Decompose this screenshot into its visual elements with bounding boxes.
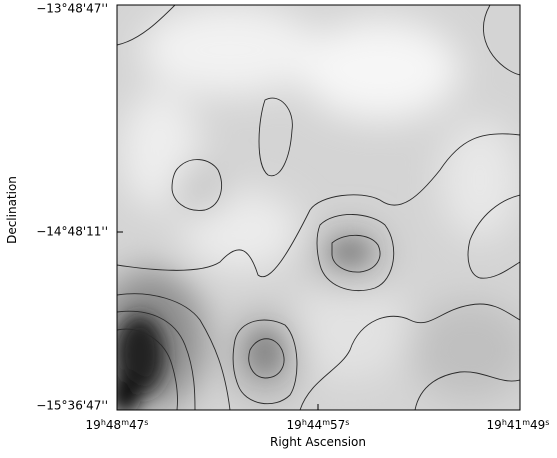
sky-image [117, 5, 520, 410]
unit-superscript: s [545, 418, 549, 427]
tick-number: 49 [530, 418, 545, 432]
tick-number: 41 [507, 418, 522, 432]
tick-number: 57 [330, 418, 345, 432]
tick-number: 47 [129, 418, 144, 432]
unit-superscript: m [322, 418, 330, 427]
axis-ticks [117, 231, 319, 410]
unit-superscript: h [101, 418, 106, 427]
y-tick-label: −13°48'47'' [36, 2, 108, 16]
unit-superscript: s [345, 418, 349, 427]
x-axis-label: Right Ascension [270, 435, 366, 449]
tick-number: 19 [287, 418, 302, 432]
unit-superscript: s [144, 418, 148, 427]
contours [117, 5, 520, 410]
y-axis-label: Declination [5, 176, 19, 244]
unit-superscript: m [522, 418, 530, 427]
tick-number: 48 [106, 418, 121, 432]
unit-superscript: h [502, 418, 507, 427]
x-tick-label: 19h48m47s [86, 418, 149, 433]
unit-superscript: m [121, 418, 129, 427]
tick-number: 19 [487, 418, 502, 432]
unit-superscript: h [302, 418, 307, 427]
y-tick-label: −14°48'11'' [36, 225, 108, 239]
x-tick-label: 19h44m57s [287, 418, 350, 433]
y-tick-label: −15°36'47'' [36, 399, 108, 413]
tick-number: 44 [307, 418, 322, 432]
tick-number: 19 [86, 418, 101, 432]
x-tick-label: 19h41m49s [487, 418, 550, 433]
